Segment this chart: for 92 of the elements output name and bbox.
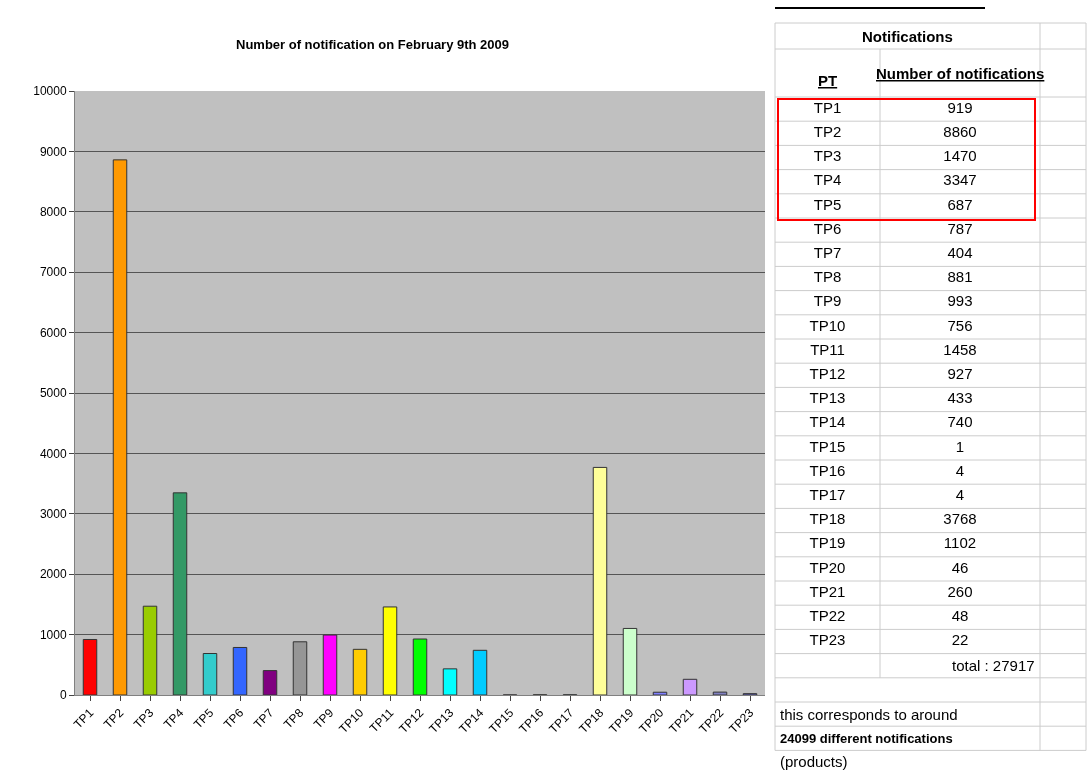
x-tick-label: TP4 [160,705,187,732]
category-label: TP16 [809,461,846,479]
bar [592,466,608,695]
category-label: TP20 [809,558,846,576]
category-label: TP13 [809,389,846,407]
y-tick-label: 0 [59,688,67,703]
bar [232,646,248,695]
y-tick-label: 9000 [39,144,67,159]
data-label: 4 [955,486,965,504]
bar [622,627,638,695]
data-label: 1 [955,437,965,455]
bar [142,605,158,695]
data-label: 993 [947,292,973,310]
category-label: TP10 [809,316,846,334]
y-tick-label: 6000 [39,325,67,340]
y-tick-label: 3000 [39,507,67,521]
bar [712,691,728,695]
bar [472,649,488,695]
category-label: TP21 [809,582,846,600]
bar [172,492,188,695]
bar [412,638,428,695]
text: PT [818,72,838,89]
bar [382,606,398,695]
data-label: 3347 [943,171,977,189]
category-label: TP17 [809,486,846,504]
y-tick-label: 5000 [39,386,67,401]
category-label: TP9 [813,292,842,310]
text: Notifications [862,28,953,45]
chart-title: Number of notification on February 9th 2009 [236,37,510,52]
y-tick-label: 1000 [39,627,67,642]
x-tick-label: TP7 [250,705,277,732]
data-label: 756 [947,316,973,334]
data-label: 48 [951,607,969,625]
text: total : 27917 [952,657,1035,674]
data-label: 46 [951,558,969,576]
text: 24099 different notifications [780,731,953,746]
data-label: 4 [955,461,965,479]
bar [82,638,98,695]
x-tick-label: TP8 [280,705,307,732]
data-label: 740 [947,413,973,431]
text: this corresponds to around [780,706,958,723]
category-label: TP4 [813,171,842,189]
data-label: 1470 [943,147,977,165]
bar [112,159,128,695]
data-label: 404 [947,244,973,262]
x-tick-label: TP9 [310,705,337,732]
bar [262,670,278,695]
text: Number of notifications [876,65,1045,82]
y-tick-label: 8000 [39,205,67,219]
data-label: 433 [947,389,973,407]
category-label: TP6 [813,219,842,237]
category-label: TP2 [813,123,842,141]
bar [322,634,338,695]
y-tick-label: 4000 [39,446,67,461]
bar [292,641,308,695]
data-label: 22 [951,631,969,649]
category-label: TP23 [809,631,846,649]
category-label: TP11 [810,340,845,358]
category-label: TP18 [809,510,846,528]
category-label: TP5 [813,195,842,213]
bar [352,648,368,695]
data-label: 1102 [943,534,977,552]
data-label: 881 [947,268,973,286]
y-tick-label: 7000 [39,265,67,280]
category-label: TP8 [813,268,842,286]
bar [202,653,218,695]
category-label: TP14 [809,413,846,431]
data-label: 927 [947,365,973,383]
category-label: TP22 [809,607,846,625]
x-tick-label: TP5 [190,705,217,732]
bar [682,678,698,695]
data-label: 8860 [943,123,977,141]
x-tick-label: TP1 [70,705,97,732]
y-tick-label: 10000 [33,84,67,99]
category-label: TP3 [813,147,842,165]
x-tick-label: TP2 [100,705,127,732]
category-label: TP15 [809,437,846,455]
category-label: TP12 [809,365,846,383]
category-label: TP7 [813,244,842,262]
x-tick-label: TP6 [220,705,247,732]
category-label: TP1 [813,98,842,116]
data-label: 687 [947,195,973,213]
data-label: 3768 [943,510,977,528]
data-label: 919 [947,98,973,116]
data-label: 260 [947,582,973,600]
text: (products) [780,753,848,770]
data-label: 1458 [943,340,977,358]
bar [442,668,458,695]
y-tick-label: 2000 [39,567,67,582]
x-tick-label: TP3 [130,705,157,732]
category-label: TP19 [809,534,846,552]
data-label: 787 [947,219,973,237]
